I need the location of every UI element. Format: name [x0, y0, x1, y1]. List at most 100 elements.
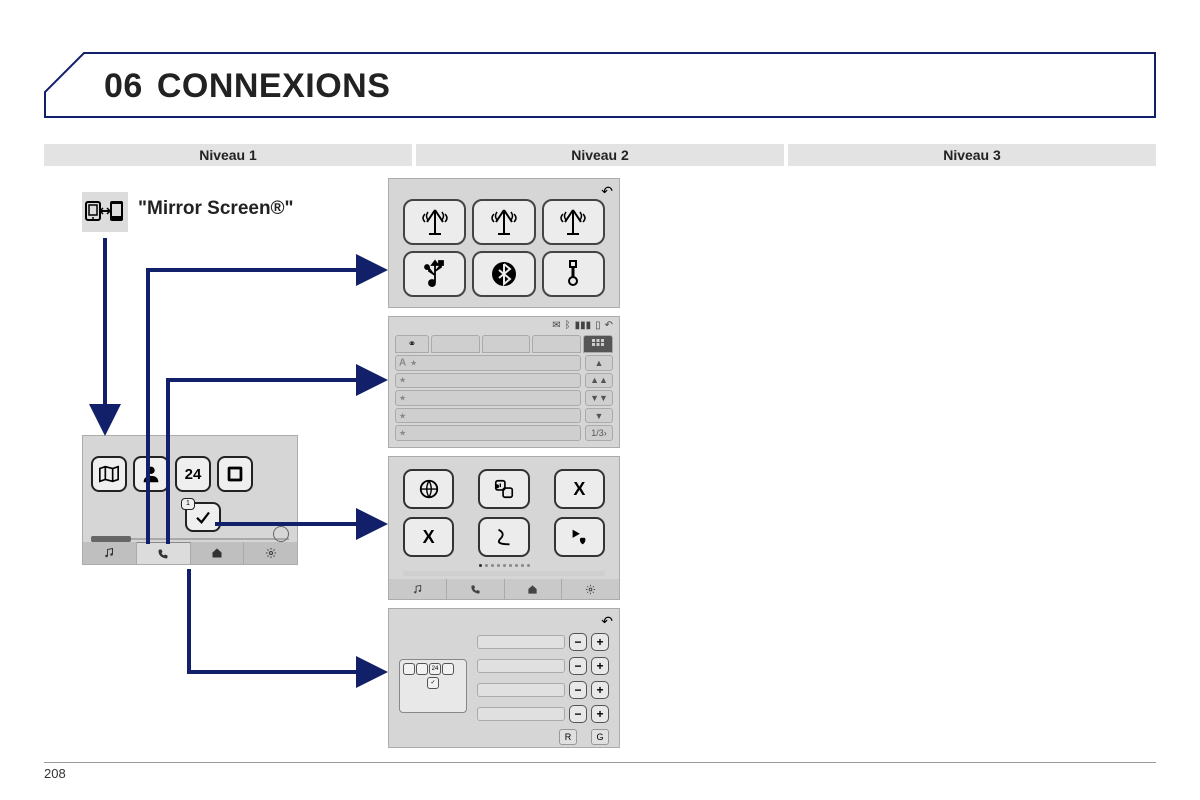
list-tab-link[interactable]: ⚭ — [395, 335, 429, 353]
apps-tabbar — [389, 579, 619, 599]
contacts-list-panel: ✉ ᛒ ▮▮▮ ▯ ↶ ⚭ ▲ ▲▲ ▼▼ ▼ 1/3› — [388, 316, 620, 448]
tab-music[interactable] — [389, 579, 447, 599]
scroll-page-up[interactable]: ▲▲ — [585, 373, 613, 389]
section-title: CONNEXIONS — [157, 67, 391, 105]
list-tab-grid[interactable] — [583, 335, 613, 353]
list-row[interactable] — [395, 425, 581, 441]
mini-book-icon — [442, 663, 454, 675]
slider-track[interactable] — [477, 659, 565, 673]
notification-badge: 1 — [181, 498, 195, 510]
app-x-2[interactable]: X — [403, 517, 454, 557]
mirror-screen-tile[interactable] — [82, 192, 128, 232]
antenna-button-3[interactable] — [542, 199, 605, 245]
app-play[interactable] — [554, 517, 605, 557]
aux-button[interactable] — [542, 251, 605, 297]
tab-home[interactable] — [505, 579, 563, 599]
home-widget-row: 24 — [91, 456, 253, 492]
list-row[interactable] — [395, 408, 581, 424]
sliders-group: −+ −+ −+ −+ RG — [477, 633, 609, 745]
music-icon — [103, 547, 115, 559]
section-number: 06 — [104, 67, 143, 105]
tab-phone[interactable] — [447, 579, 505, 599]
minus-button[interactable]: − — [569, 681, 587, 699]
app-media[interactable] — [478, 469, 529, 509]
contact-widget-icon[interactable] — [133, 456, 169, 492]
antenna-button-2[interactable] — [472, 199, 535, 245]
slider-row: −+ — [477, 657, 609, 675]
col-level-3: Niveau 3 — [788, 144, 1156, 166]
map-widget-icon[interactable] — [91, 456, 127, 492]
apps-scrollbar[interactable] — [403, 571, 605, 576]
mini-check-icon: ✓ — [427, 677, 439, 689]
column-headers: Niveau 1 Niveau 2 Niveau 3 — [44, 144, 1156, 166]
home-panel: 24 1 — [82, 435, 298, 565]
scroll-page-down[interactable]: ▼▼ — [585, 390, 613, 406]
mini-24-icon: 24 — [429, 663, 441, 675]
tab-phone[interactable] — [137, 542, 191, 564]
list-tab-3[interactable] — [532, 335, 581, 353]
page-title: 06 CONNEXIONS — [104, 67, 390, 106]
tab-music[interactable] — [83, 542, 137, 564]
connectivity-panel: ↶ — [388, 178, 620, 308]
scroll-bottom[interactable]: ▼ — [585, 408, 613, 424]
bluetooth-icon — [490, 260, 518, 288]
back-icon[interactable]: ↶ — [601, 613, 613, 630]
emergency-label: 24 — [185, 466, 202, 483]
page-indicator: 1/3› — [585, 425, 613, 441]
slider-track[interactable] — [477, 635, 565, 649]
mini-contact-icon — [416, 663, 428, 675]
tab-settings[interactable] — [244, 542, 297, 564]
list-row[interactable] — [395, 390, 581, 406]
scroll-top[interactable]: ▲ — [585, 355, 613, 371]
mirror-screen-icon — [85, 198, 125, 226]
slider-track[interactable] — [477, 707, 565, 721]
antenna-button-1[interactable] — [403, 199, 466, 245]
plus-button[interactable]: + — [591, 681, 609, 699]
app-globe[interactable] — [403, 469, 454, 509]
list-tabs: ⚭ — [395, 335, 613, 353]
minus-button[interactable]: − — [569, 657, 587, 675]
slider-row: −+ — [477, 633, 609, 651]
status-bar: ✉ ᛒ ▮▮▮ ▯ ↶ — [552, 320, 613, 331]
apps-panel: X X — [388, 456, 620, 600]
minus-button[interactable]: − — [569, 633, 587, 651]
slider-track[interactable] — [477, 683, 565, 697]
wave-icon — [493, 526, 515, 548]
grid-icon — [592, 339, 604, 349]
tab-settings[interactable] — [562, 579, 619, 599]
plus-button[interactable]: + — [591, 633, 609, 651]
list-tab-2[interactable] — [482, 335, 531, 353]
back-icon[interactable]: ↶ — [605, 320, 613, 331]
list-row[interactable] — [395, 355, 581, 371]
manual-widget-icon[interactable] — [217, 456, 253, 492]
g-button[interactable]: G — [591, 729, 609, 745]
list-row[interactable] — [395, 373, 581, 389]
usb-button[interactable] — [403, 251, 466, 297]
list-tab-1[interactable] — [431, 335, 480, 353]
app-x-1[interactable]: X — [554, 469, 605, 509]
emergency-widget-icon[interactable]: 24 — [175, 456, 211, 492]
home-tabbar — [83, 542, 297, 564]
col-level-1: Niveau 1 — [44, 144, 412, 166]
back-icon[interactable]: ↶ — [601, 183, 613, 200]
bluetooth-button[interactable] — [472, 251, 535, 297]
globe-icon — [418, 478, 440, 500]
confirm-widget[interactable]: 1 — [185, 502, 221, 532]
app-wave[interactable] — [478, 517, 529, 557]
layout-preview: 24 ✓ — [399, 659, 467, 713]
plus-button[interactable]: + — [591, 657, 609, 675]
footer-rule — [44, 762, 1156, 763]
page-header: 06 CONNEXIONS — [44, 52, 1156, 118]
rg-row: RG — [477, 729, 609, 745]
settings-sliders-panel: ↶ 24 ✓ −+ −+ −+ −+ RG — [388, 608, 620, 748]
tab-home[interactable] — [191, 542, 245, 564]
scroll-controls: ▲ ▲▲ ▼▼ ▼ 1/3› — [585, 355, 613, 441]
r-button[interactable]: R — [559, 729, 577, 745]
page-number: 208 — [44, 766, 66, 781]
media-icon — [493, 478, 515, 500]
aux-icon — [565, 259, 581, 289]
plus-button[interactable]: + — [591, 705, 609, 723]
minus-button[interactable]: − — [569, 705, 587, 723]
page-dots — [403, 561, 605, 569]
usb-icon — [423, 259, 447, 289]
